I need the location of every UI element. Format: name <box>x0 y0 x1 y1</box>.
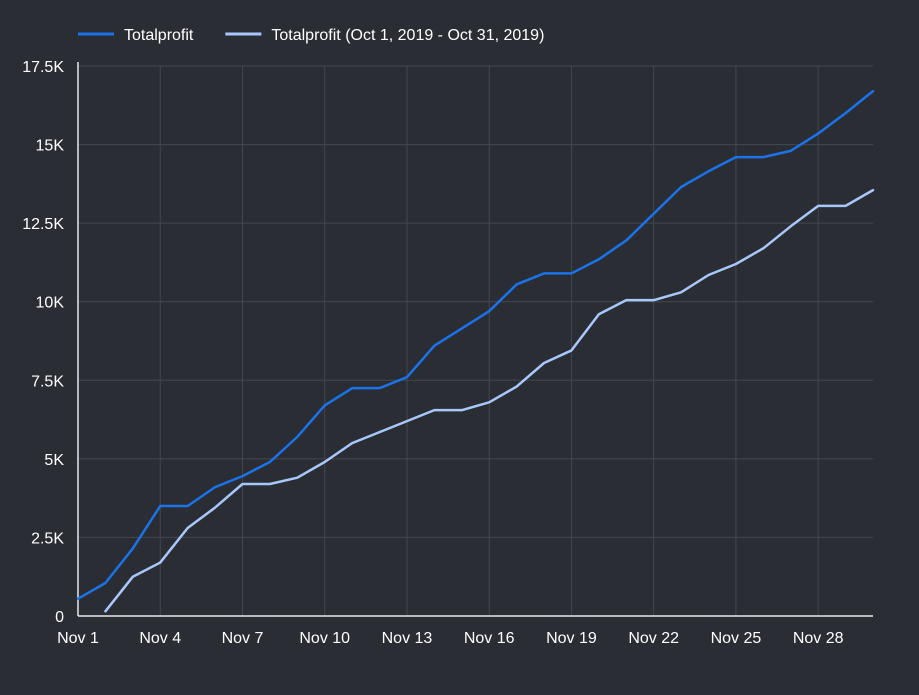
x-tick-label: Nov 10 <box>299 630 350 647</box>
x-tick-label: Nov 28 <box>793 630 844 647</box>
axes: 0 2.5K 5K 7.5K 10K 12.5K 15K 17.5K Nov 1 Nov 4 Nov… <box>22 59 873 647</box>
legend-item-current[interactable]: Totalprofit <box>78 27 194 44</box>
x-tick-label: Nov 25 <box>711 630 762 647</box>
series <box>76 89 875 613</box>
x-tick-label: Nov 7 <box>222 630 264 647</box>
series-line-comparison[interactable] <box>104 188 875 613</box>
y-tick-label: 17.5K <box>22 59 64 76</box>
legend-label: Totalprofit <box>124 27 194 44</box>
y-tick-label: 15K <box>36 138 65 155</box>
y-tick-label: 5K <box>44 452 64 469</box>
series-line-current[interactable] <box>76 89 875 600</box>
y-tick-label: 7.5K <box>31 373 64 390</box>
x-tick-label: Nov 1 <box>57 630 99 647</box>
x-tick-label: Nov 22 <box>628 630 679 647</box>
x-tick-label: Nov 13 <box>382 630 433 647</box>
legend-label: Totalprofit (Oct 1, 2019 - Oct 31, 2019) <box>271 27 544 44</box>
y-tick-label: 0 <box>55 609 64 626</box>
x-tick-label: Nov 4 <box>139 630 181 647</box>
y-tick-label: 2.5K <box>31 530 64 547</box>
legend[interactable]: Totalprofit Totalprofit (Oct 1, 2019 - Oc… <box>78 27 544 44</box>
y-tick-label: 12.5K <box>22 216 64 233</box>
legend-item-comparison[interactable]: Totalprofit (Oct 1, 2019 - Oct 31, 2019) <box>225 27 544 44</box>
y-tick-label: 10K <box>36 295 65 312</box>
grid <box>78 65 873 616</box>
x-tick-label: Nov 16 <box>464 630 515 647</box>
x-tick-label: Nov 19 <box>546 630 597 647</box>
